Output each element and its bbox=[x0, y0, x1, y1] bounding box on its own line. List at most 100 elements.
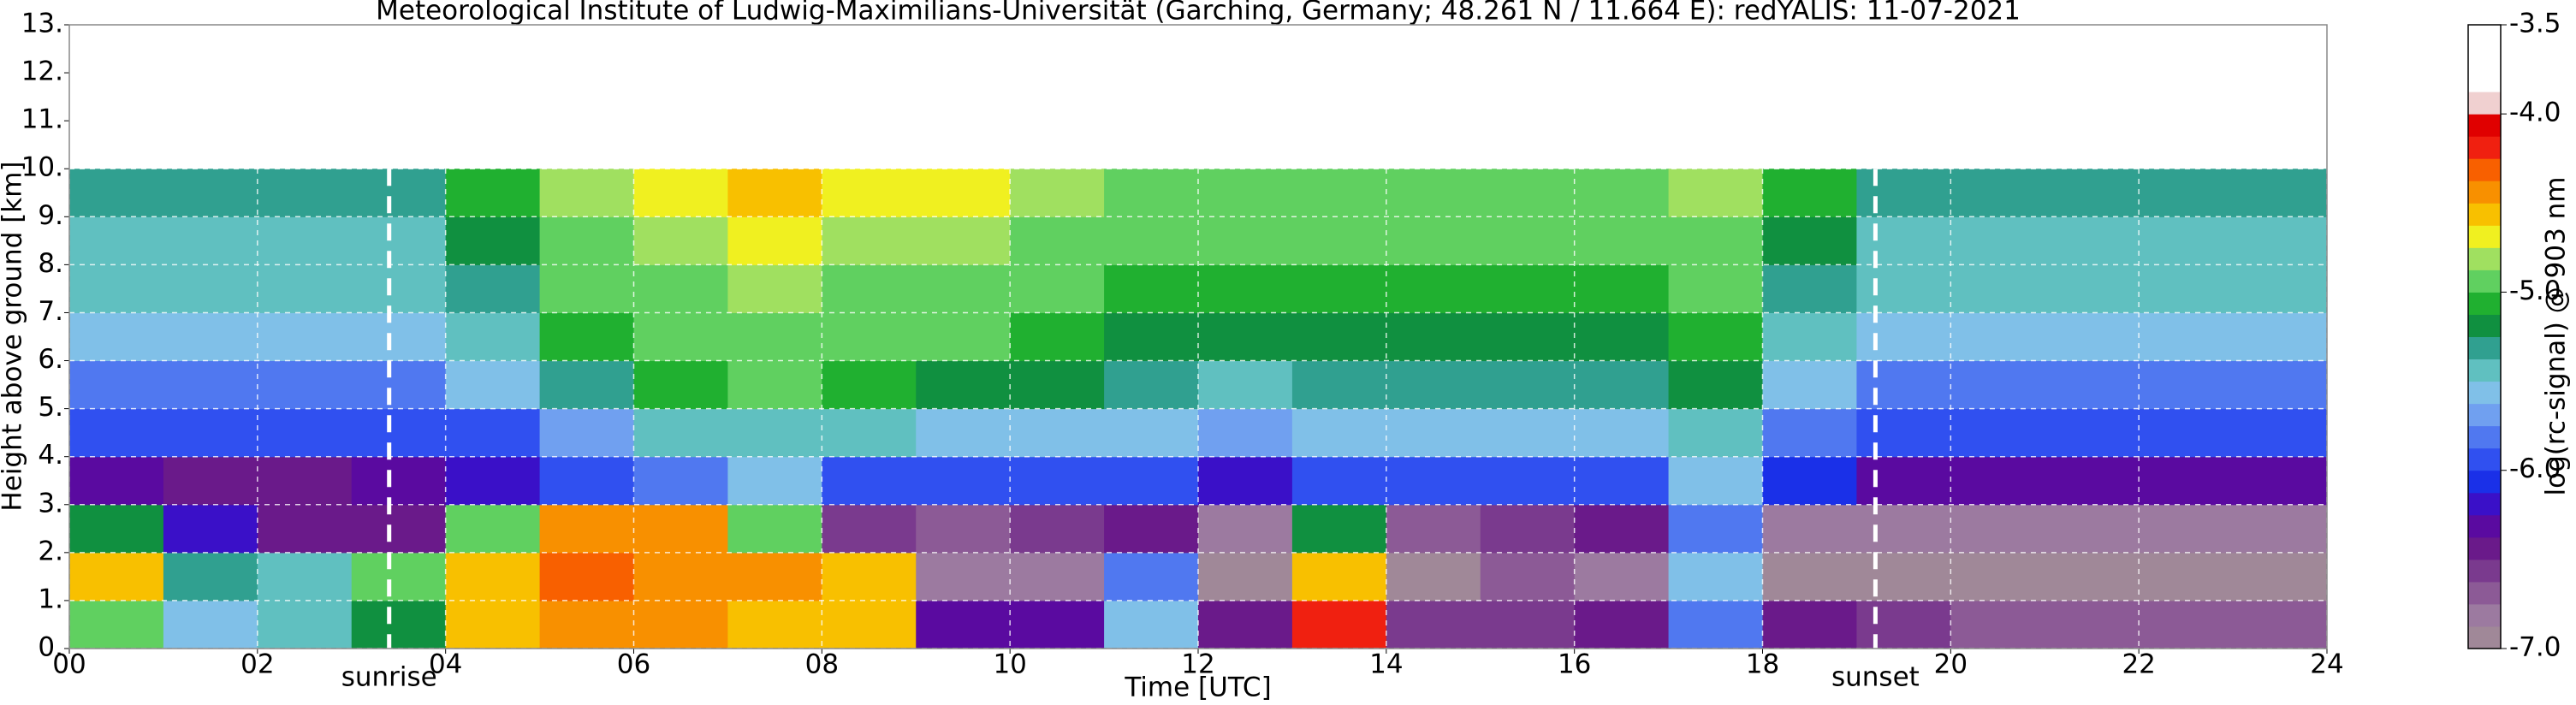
colorbar-swatch bbox=[2468, 358, 2501, 382]
heatmap-cell bbox=[822, 169, 917, 217]
colorbar-swatch bbox=[2468, 470, 2501, 494]
colorbar-swatch bbox=[2468, 314, 2501, 337]
heatmap-cell bbox=[1386, 456, 1481, 506]
heatmap-cell bbox=[163, 360, 258, 410]
heatmap-cell bbox=[445, 456, 541, 506]
heatmap-cell bbox=[1104, 169, 1199, 217]
heatmap-cell bbox=[1198, 169, 1293, 217]
heatmap-cell bbox=[1010, 600, 1105, 649]
colorbar-swatch bbox=[2468, 181, 2501, 204]
heatmap-cell bbox=[351, 552, 447, 601]
colorbar-label: log(rc-signal) @ 903 nm bbox=[2541, 176, 2572, 495]
heatmap-cell bbox=[1950, 312, 2045, 362]
heatmap-cell bbox=[69, 312, 164, 362]
heatmap-cell bbox=[1386, 169, 1481, 217]
colorbar-swatch bbox=[2468, 136, 2501, 159]
heatmap-cell bbox=[1856, 408, 1951, 458]
heatmap-cell bbox=[1762, 312, 1857, 362]
heatmap-cell bbox=[2045, 264, 2140, 313]
colorbar-swatch bbox=[2468, 114, 2501, 137]
colorbar-swatch bbox=[2468, 69, 2501, 92]
heatmap-cell bbox=[633, 408, 728, 458]
heatmap-cell bbox=[633, 552, 728, 601]
heatmap-cell bbox=[539, 216, 634, 265]
colorbar-swatch bbox=[2468, 581, 2501, 605]
heatmap-cell bbox=[1386, 504, 1481, 554]
heatmap-cell bbox=[351, 264, 447, 313]
heatmap-cell bbox=[1856, 360, 1951, 410]
heatmap-cell bbox=[351, 504, 447, 554]
heatmap-cell bbox=[2233, 216, 2328, 265]
heatmap-cell bbox=[1291, 360, 1387, 410]
colorbar-swatch bbox=[2468, 247, 2501, 270]
heatmap-cell bbox=[1856, 312, 1951, 362]
heatmap-cell bbox=[257, 264, 353, 313]
colorbar-tick-label: -5.0 bbox=[2509, 275, 2561, 306]
heatmap-cell bbox=[1104, 504, 1199, 554]
heatmap-cell bbox=[69, 456, 164, 506]
heatmap-cell bbox=[1291, 216, 1387, 265]
heatmap-cell bbox=[1762, 216, 1857, 265]
heatmap-cell bbox=[2045, 552, 2140, 601]
heatmap-cell bbox=[1950, 264, 2045, 313]
heatmap-cell bbox=[727, 216, 822, 265]
heatmap-cell bbox=[163, 408, 258, 458]
colorbar-swatch bbox=[2468, 603, 2501, 627]
heatmap-cell bbox=[1950, 600, 2045, 649]
heatmap-cell bbox=[2139, 504, 2234, 554]
heatmap-cell bbox=[1480, 456, 1576, 506]
colorbar-swatch bbox=[2468, 381, 2501, 405]
heatmap-cell bbox=[2233, 456, 2328, 506]
heatmap-cell bbox=[1291, 456, 1387, 506]
heatmap-cell bbox=[1762, 600, 1857, 649]
heatmap-cell bbox=[2045, 504, 2140, 554]
heatmap-cell bbox=[257, 216, 353, 265]
heatmap-cell bbox=[1291, 408, 1387, 458]
heatmap-cell bbox=[2045, 456, 2140, 506]
heatmap-cell bbox=[2139, 264, 2234, 313]
heatmap-cell bbox=[539, 360, 634, 410]
heatmap-cell bbox=[1668, 456, 1763, 506]
heatmap-cell bbox=[727, 552, 822, 601]
heatmap-cell bbox=[727, 456, 822, 506]
heatmap-cell bbox=[351, 169, 447, 217]
heatmap-cell bbox=[1950, 216, 2045, 265]
heatmap-cell bbox=[351, 408, 447, 458]
heatmap-cell bbox=[1386, 408, 1481, 458]
heatmap-cell bbox=[1198, 408, 1293, 458]
heatmap-cell bbox=[1480, 600, 1576, 649]
heatmap-cell bbox=[727, 408, 822, 458]
heatmap-cell bbox=[1104, 552, 1199, 601]
heatmap-cell bbox=[351, 216, 447, 265]
heatmap-cell bbox=[1198, 216, 1293, 265]
heatmap-cell bbox=[257, 169, 353, 217]
heatmap-cell bbox=[2233, 504, 2328, 554]
heatmap-cell bbox=[1480, 408, 1576, 458]
heatmap-cell bbox=[1386, 360, 1481, 410]
heatmap-cell bbox=[1198, 504, 1293, 554]
y-tick-label: 3. bbox=[38, 488, 63, 518]
heatmap-cell bbox=[1010, 360, 1105, 410]
heatmap-cell bbox=[69, 360, 164, 410]
heatmap-cell bbox=[1291, 552, 1387, 601]
heatmap-cell bbox=[539, 504, 634, 554]
heatmap-cell bbox=[1668, 360, 1763, 410]
heatmap-cell bbox=[539, 264, 634, 313]
heatmap-cell bbox=[1198, 312, 1293, 362]
heatmap-cell bbox=[1291, 264, 1387, 313]
colorbar-swatch bbox=[2468, 625, 2501, 649]
heatmap-cell bbox=[1668, 169, 1763, 217]
heatmap-cell bbox=[1104, 600, 1199, 649]
heatmap-cell bbox=[257, 504, 353, 554]
heatmap-cell bbox=[1574, 360, 1670, 410]
heatmap-cell bbox=[2045, 600, 2140, 649]
heatmap-cell bbox=[1668, 504, 1763, 554]
x-tick-label: 18 bbox=[1746, 649, 1779, 680]
heatmap-cell bbox=[822, 216, 917, 265]
heatmap-cell bbox=[445, 600, 541, 649]
heatmap-cell bbox=[633, 169, 728, 217]
heatmap-cell bbox=[69, 216, 164, 265]
x-tick-label: 04 bbox=[429, 649, 462, 680]
y-tick-label: 8. bbox=[38, 248, 63, 279]
